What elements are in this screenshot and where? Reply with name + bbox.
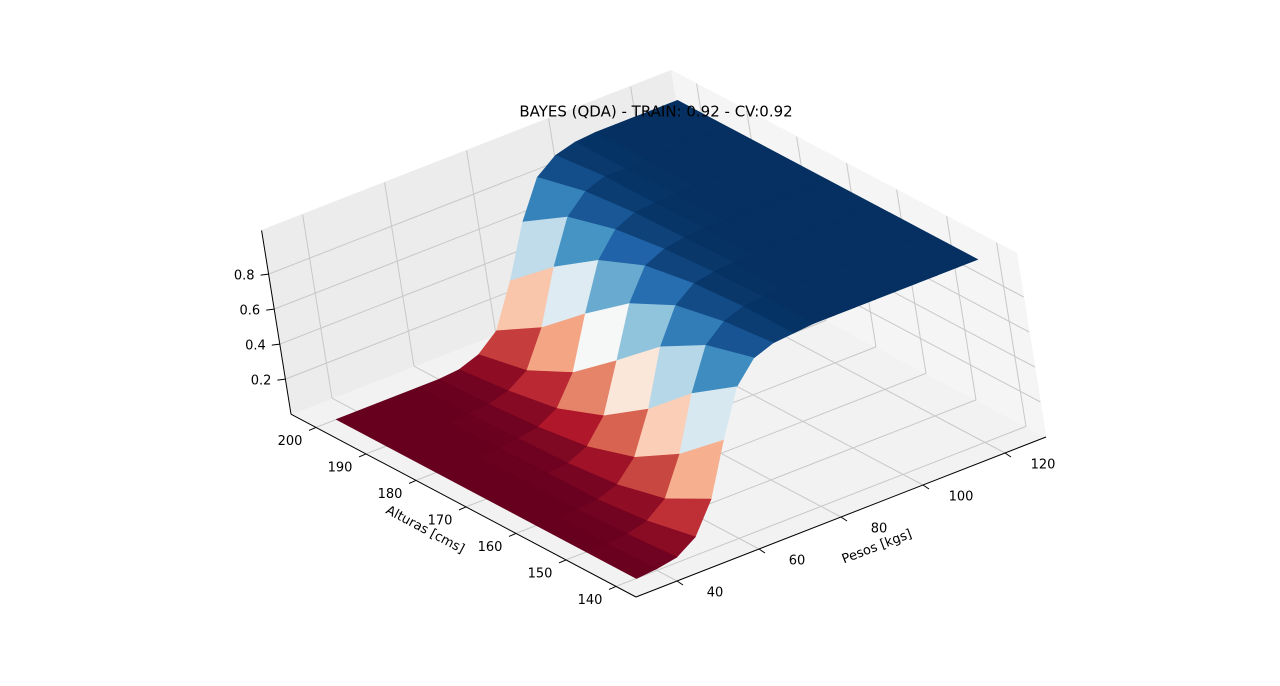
y-tick-label: 150 [528,566,553,581]
grid-line [615,425,1027,587]
y-tick [458,506,467,511]
y-tick [508,532,517,537]
x-tick-label: 40 [707,586,724,601]
z-tick [266,308,275,311]
x-tick-label: 120 [1031,458,1056,473]
z-tick [271,343,280,346]
x-tick-label: 60 [789,554,806,569]
y-tick [608,585,617,590]
y-axis-line [290,413,637,598]
x-tick [1004,452,1012,458]
z-tick [277,378,286,381]
x-tick-label: 100 [949,490,974,505]
x-tick [840,516,848,522]
y-tick-label: 200 [278,434,303,449]
grid-line [384,182,415,367]
y-tick-label: 180 [378,487,403,502]
chart-title: BAYES (QDA) - TRAIN: 0.92 - CV:0.92 [519,103,792,121]
y-tick [308,426,317,431]
x-tick [676,580,684,586]
x-tick [758,548,766,554]
y-tick-label: 170 [428,513,453,528]
z-tick-label: 0.2 [251,374,272,389]
y-tick-label: 160 [478,540,503,555]
z-tick-label: 0.8 [234,269,255,284]
surface-cell [585,543,658,579]
y-tick [408,479,417,484]
y-tick-label: 190 [328,460,353,475]
grid-line [302,214,333,399]
y-tick-label: 140 [578,593,603,608]
z-tick-label: 0.4 [245,339,266,354]
y-tick [558,559,567,564]
x-tick-label: 80 [871,522,888,537]
z-axis-line [261,230,292,415]
layer [335,99,979,579]
grid-line [466,150,497,335]
z-tick [260,273,269,276]
x-tick [922,484,930,490]
y-tick [358,453,367,458]
y-axis-label: Alturas [cms] [383,503,467,557]
grid-line [996,242,1027,427]
z-tick-label: 0.6 [240,304,261,319]
